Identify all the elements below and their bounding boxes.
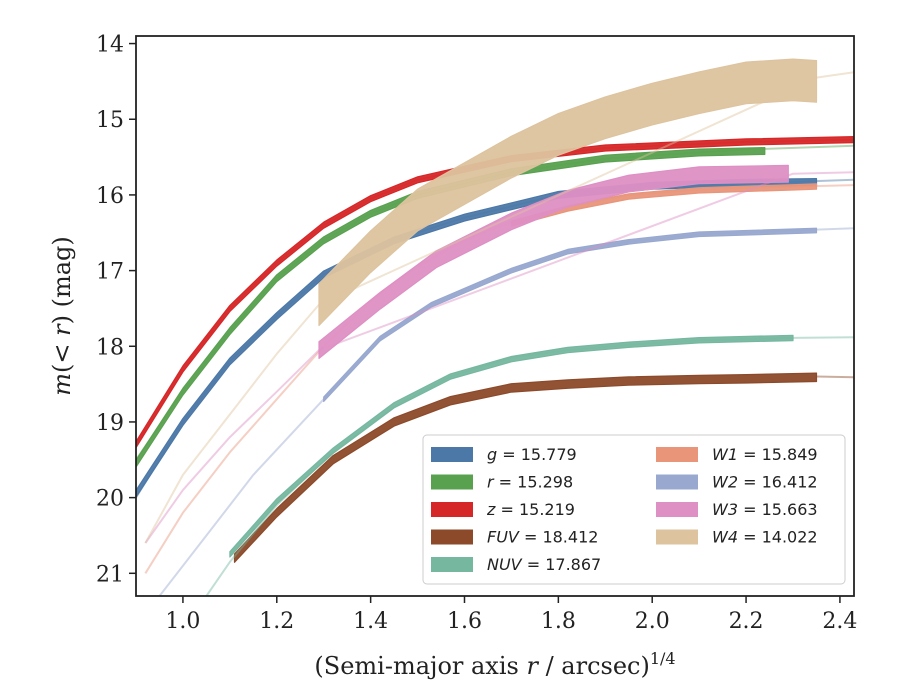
legend-label: FUV = 18.412 — [487, 528, 598, 547]
x-tick-label: 2.4 — [822, 609, 857, 634]
legend-label: NUV = 17.867 — [487, 555, 601, 574]
x-tick-label: 1.2 — [259, 609, 294, 634]
series-band — [318, 164, 789, 359]
legend-label: W3 = 15.663 — [712, 500, 818, 519]
y-tick-label: 15 — [96, 108, 124, 133]
y-tick-label: 20 — [96, 487, 124, 512]
legend-swatch — [431, 529, 473, 545]
legend-entry-W1: W1 = 15.849 — [656, 445, 818, 464]
legend-entry-W3: W3 = 15.663 — [656, 500, 818, 519]
legend-entry-NUV: NUV = 17.867 — [431, 555, 601, 574]
x-axis-ticks: 1.0 1.2 1.4 1.6 1.8 2.0 2.2 2.4 — [165, 596, 857, 634]
y-tick-label: 21 — [96, 562, 124, 587]
legend-swatch — [656, 529, 698, 545]
legend-swatch — [431, 474, 473, 490]
series-NUV — [205, 334, 854, 596]
series-W4 — [144, 58, 854, 544]
series-z — [136, 136, 854, 449]
series-line-extrapolated — [816, 375, 854, 379]
legend-label: g = 15.779 — [487, 445, 577, 464]
legend-label: z = 15.219 — [486, 500, 575, 519]
legend-label: W2 = 16.412 — [712, 473, 818, 492]
series-W3 — [144, 164, 854, 544]
x-axis-label: (Semi-major axis r / arcsec)1/4 — [314, 649, 675, 680]
legend-label: W1 = 15.849 — [712, 445, 818, 464]
series-r — [136, 144, 854, 468]
legend-entry-FUV: FUV = 18.412 — [431, 528, 598, 547]
legend-swatch — [431, 502, 473, 517]
x-tick-label: 1.4 — [353, 609, 388, 634]
x-tick-label: 2.0 — [635, 609, 670, 634]
legend-entry-z: z = 15.219 — [431, 500, 575, 519]
legend-swatch — [431, 447, 473, 462]
legend-entry-r: r = 15.298 — [431, 473, 573, 492]
y-axis-label: m(< r) (mag) — [48, 236, 76, 396]
x-tick-label: 1.8 — [541, 609, 576, 634]
series-line-extrapolated — [144, 171, 854, 544]
x-tick-label: 2.2 — [729, 609, 764, 634]
legend-swatch — [656, 502, 698, 517]
series-FUV — [233, 372, 854, 563]
y-tick-label: 19 — [96, 411, 124, 436]
y-tick-label: 14 — [96, 33, 124, 58]
series-W2 — [158, 227, 854, 596]
legend-label: W4 = 14.022 — [712, 528, 818, 547]
legend-box — [422, 434, 846, 585]
x-tick-label: 1.6 — [447, 609, 482, 634]
series-band — [229, 334, 794, 558]
y-tick-label: 16 — [96, 184, 124, 209]
series-band — [318, 58, 818, 327]
legend: g = 15.779 r = 15.298 z = 15.219 FUV = 18.4… — [422, 434, 846, 585]
series-layer — [136, 58, 854, 596]
legend-swatch — [656, 447, 698, 462]
legend-entry-W2: W2 = 16.412 — [656, 473, 818, 492]
y-axis-ticks: 14 15 16 17 18 19 20 21 — [96, 33, 136, 587]
series-band — [323, 227, 818, 403]
legend-label: r = 15.298 — [487, 473, 573, 492]
legend-entry-g: g = 15.779 — [431, 445, 577, 464]
y-tick-label: 17 — [96, 260, 124, 285]
legend-swatch — [431, 557, 473, 572]
series-band — [136, 136, 854, 449]
legend-swatch — [656, 474, 698, 490]
plot-frame — [135, 35, 855, 597]
y-tick-label: 18 — [96, 335, 124, 360]
series-band — [136, 147, 766, 468]
series-band — [233, 372, 818, 563]
series-line-extrapolated — [136, 144, 854, 461]
x-tick-label: 1.0 — [165, 609, 200, 634]
legend-entry-W4: W4 = 14.022 — [656, 528, 818, 547]
